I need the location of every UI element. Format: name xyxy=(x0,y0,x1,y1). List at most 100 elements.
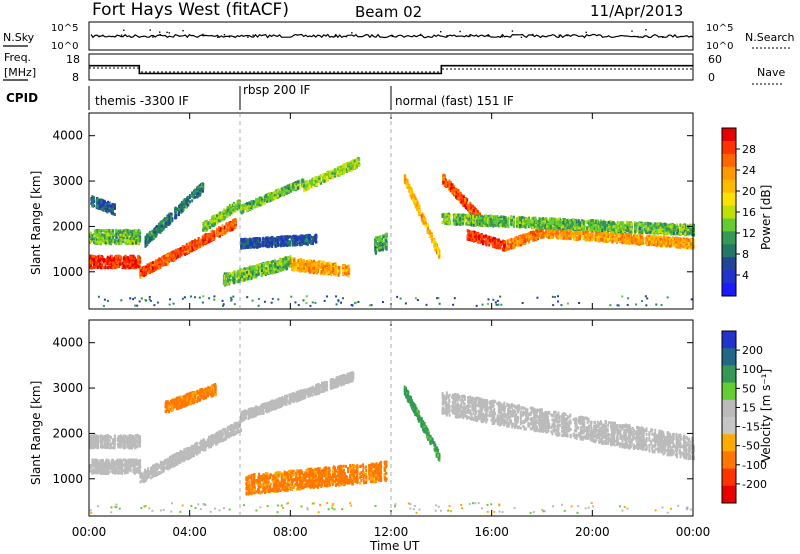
power-data-points xyxy=(89,156,695,307)
data-point xyxy=(99,207,102,211)
data-point xyxy=(287,257,290,261)
data-point xyxy=(137,261,140,265)
data-point xyxy=(298,258,301,262)
data-point xyxy=(187,247,190,251)
data-point xyxy=(272,269,275,273)
data-point xyxy=(269,199,272,203)
data-point xyxy=(113,205,116,209)
data-point xyxy=(169,253,172,257)
data-point xyxy=(253,265,256,269)
noise-search-point xyxy=(123,29,125,32)
data-point xyxy=(320,270,323,274)
data-point xyxy=(181,245,184,249)
data-point xyxy=(133,266,136,270)
data-point xyxy=(115,236,118,240)
data-point xyxy=(191,245,194,249)
data-point xyxy=(202,185,205,189)
data-point xyxy=(330,273,333,277)
data-point xyxy=(165,221,168,225)
data-point xyxy=(148,232,151,236)
data-point xyxy=(231,273,234,277)
data-point xyxy=(106,205,109,209)
data-point xyxy=(110,263,113,267)
data-point xyxy=(224,213,227,217)
data-point xyxy=(92,234,95,238)
data-point xyxy=(191,191,194,195)
data-point xyxy=(92,233,95,237)
data-point xyxy=(187,242,190,246)
data-point xyxy=(98,240,101,244)
data-point xyxy=(198,190,201,194)
data-point xyxy=(107,202,110,206)
noise-search-point xyxy=(217,36,219,38)
data-point xyxy=(237,202,240,206)
data-point xyxy=(90,266,93,270)
data-point xyxy=(89,239,92,243)
data-point xyxy=(129,232,132,236)
data-point xyxy=(287,187,290,191)
data-point xyxy=(234,274,237,278)
data-point xyxy=(91,254,94,258)
noise-right-tick-top: 10^5 xyxy=(706,23,733,34)
data-point xyxy=(144,268,147,272)
data-point xyxy=(146,269,149,273)
data-point xyxy=(265,193,268,197)
data-point xyxy=(118,241,121,245)
data-point xyxy=(326,178,329,182)
data-point xyxy=(270,267,273,271)
data-point xyxy=(133,233,136,237)
data-point xyxy=(100,255,103,259)
data-point xyxy=(94,231,97,235)
data-point xyxy=(228,228,231,232)
nave-trace xyxy=(89,67,693,73)
data-point xyxy=(153,228,156,232)
data-point xyxy=(110,259,113,263)
data-point xyxy=(106,233,109,237)
noise-search-point xyxy=(182,30,184,32)
data-point xyxy=(97,262,100,266)
freq-label-line1: Freq. xyxy=(4,51,31,64)
data-point xyxy=(91,261,94,265)
data-point xyxy=(194,191,197,195)
data-point xyxy=(117,261,120,265)
data-point xyxy=(209,226,212,230)
data-point xyxy=(227,209,230,213)
data-point xyxy=(347,265,350,269)
data-point xyxy=(218,230,221,234)
data-point xyxy=(196,189,199,193)
data-point xyxy=(135,240,138,244)
data-point xyxy=(183,249,186,253)
data-point xyxy=(188,195,191,199)
data-point xyxy=(110,241,113,245)
noise-search-point xyxy=(223,33,226,36)
data-point xyxy=(316,182,319,186)
data-point xyxy=(177,213,180,217)
data-point xyxy=(177,211,180,215)
data-point xyxy=(116,254,119,258)
data-point xyxy=(209,221,212,225)
data-point xyxy=(98,200,101,204)
data-point xyxy=(139,256,142,260)
data-point xyxy=(100,256,103,260)
data-point xyxy=(265,197,268,201)
data-point xyxy=(194,240,197,244)
data-point xyxy=(104,261,107,265)
data-point xyxy=(104,265,107,269)
data-point xyxy=(241,269,244,273)
data-point xyxy=(125,233,128,237)
data-point xyxy=(113,213,116,217)
data-point xyxy=(315,271,318,275)
data-point xyxy=(287,190,290,194)
data-point xyxy=(126,242,129,246)
data-point xyxy=(234,271,237,275)
data-point xyxy=(105,233,108,237)
data-point xyxy=(168,221,171,225)
data-point xyxy=(198,192,201,196)
data-point xyxy=(191,194,194,198)
data-point xyxy=(132,262,135,266)
data-point xyxy=(102,208,105,212)
data-point xyxy=(108,261,111,265)
noise-right-tick-bottom: 10^0 xyxy=(706,41,733,52)
data-point xyxy=(329,174,332,178)
data-point xyxy=(110,254,113,258)
